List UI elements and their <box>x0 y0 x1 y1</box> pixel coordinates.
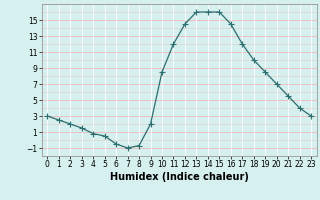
X-axis label: Humidex (Indice chaleur): Humidex (Indice chaleur) <box>110 172 249 182</box>
